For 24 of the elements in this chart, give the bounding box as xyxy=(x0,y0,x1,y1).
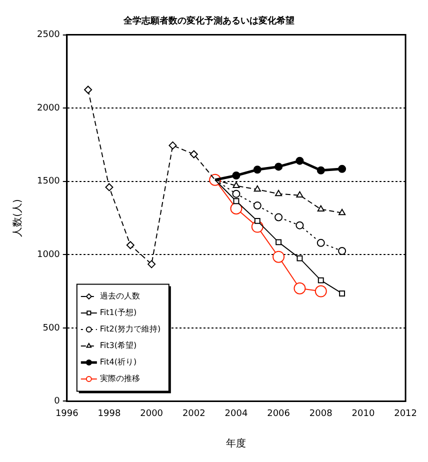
x-tick-label: 2008 xyxy=(309,408,333,419)
y-tick-label: 0 xyxy=(54,396,60,407)
x-tick-label: 2000 xyxy=(140,408,164,419)
x-tick-label: 2012 xyxy=(394,408,417,419)
x-axis-title: 年度 xyxy=(226,438,246,450)
legend-label: Fit4(祈り) xyxy=(100,358,137,367)
x-tick-label: 2006 xyxy=(267,408,290,419)
x-tick-label: 1996 xyxy=(55,408,79,419)
legend-label: Fit2(努力で維持) xyxy=(100,324,161,334)
y-tick-label: 2500 xyxy=(37,30,60,40)
legend-label: 実際の推移 xyxy=(100,374,140,384)
legend-label: Fit3(希望) xyxy=(100,341,137,350)
legend-label: 過去の人数 xyxy=(100,292,140,301)
x-tick-label: 2004 xyxy=(224,408,248,419)
x-tick-label: 1998 xyxy=(98,408,121,419)
x-tick-label: 2002 xyxy=(182,408,206,419)
y-tick-label: 2000 xyxy=(37,103,60,114)
y-axis-title: 人数(人) xyxy=(12,199,24,237)
legend-label: Fit1(予想) xyxy=(100,308,137,318)
y-tick-label: 500 xyxy=(42,323,60,334)
y-tick-label: 1500 xyxy=(37,176,60,187)
chart-title: 全学志願者数の変化予測あるいは変化希望 xyxy=(122,16,294,27)
y-tick-label: 1000 xyxy=(37,250,60,260)
x-tick-label: 2010 xyxy=(352,408,375,419)
